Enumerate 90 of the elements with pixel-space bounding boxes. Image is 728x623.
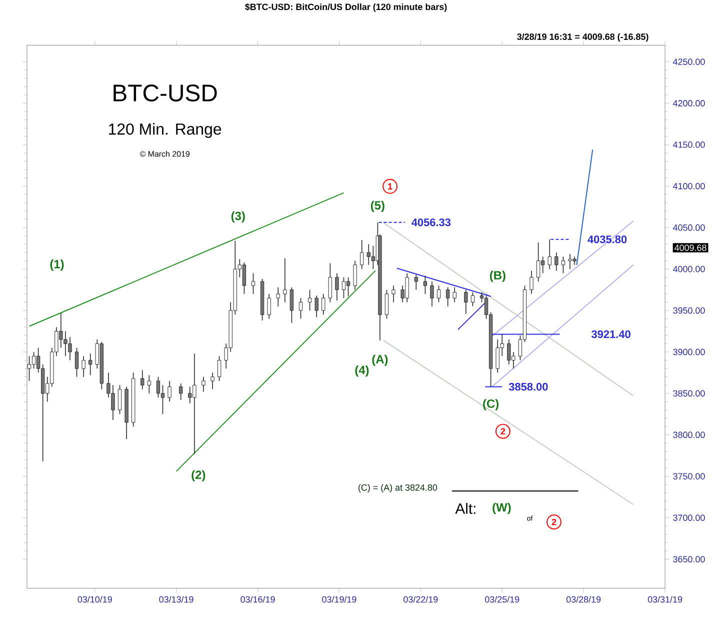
x-tick-label: 03/31/19 [648,596,682,602]
x-tick-label: 03/16/19 [240,596,275,602]
x-tick-label: 03/19/19 [322,596,356,602]
annotation: (A) [372,354,388,366]
candlestick [74,347,79,378]
annotation: 120 Min. Range [109,122,222,138]
candlestick [554,252,558,271]
candlestick [156,376,160,398]
candlestick [342,276,346,298]
y-tick-label: 3950.00 [673,307,705,314]
y-tick-label: 3750.00 [673,473,705,480]
candlestick [251,272,256,294]
candlestick [298,298,303,320]
candlestick [308,289,312,311]
y-tick-label: 3700.00 [673,514,705,521]
annotation: (4) [355,365,369,376]
x-tick-label: 03/25/19 [485,596,520,602]
candlestick [283,258,287,302]
candlestick [470,292,475,307]
candlestick [267,293,271,320]
annotation: 3921.40 [591,330,630,338]
annotation: BTC-USD [114,84,217,102]
candlestick [32,351,36,369]
candlestick [392,285,396,302]
candlestick [322,293,326,315]
candlestick [217,356,222,382]
candlestick [168,380,172,402]
candlestick [530,270,534,294]
candlestick [118,384,122,414]
annotation: (C) [483,399,499,410]
candlestick [314,295,318,318]
chart-title: $BTC-USD: BitCoin/US Dollar (120 minute bars) [244,3,447,12]
candlestick [414,274,418,290]
annotation: 4056.33 [412,218,451,226]
annotation: 3858.00 [508,382,548,391]
annotation: 2 [500,428,506,434]
candlestick [328,262,332,302]
candlestick [446,286,450,307]
y-tick-label: 4100.00 [672,182,705,190]
candlestick [147,374,152,394]
x-tick-label: 03/22/19 [404,596,438,602]
annotation: 1 [388,183,392,190]
candlestick [27,356,32,382]
chart-subtitle: 3/28/19 16:31 = 4009.68 (-16.85) [517,33,648,42]
candlestick [276,286,280,307]
annotation: (5) [370,200,384,212]
candlestick [210,372,214,390]
annotation: 2 [552,518,556,525]
y-tick-label: 3650.00 [673,556,705,562]
annotation: (1) [50,259,64,271]
y-tick-label: 3800.00 [673,432,705,438]
annotation: 4035.80 [588,235,627,244]
annotation: (W) [492,502,511,514]
candlestick [548,238,552,270]
candlestick [82,356,86,378]
annotation: (2) [192,470,206,482]
candlestick [160,384,165,414]
candlestick [452,286,456,302]
candlestick [290,286,294,324]
candlestick [384,289,389,320]
candlestick [140,370,144,390]
candlestick [353,260,357,290]
annotation: Alt: [455,502,476,514]
x-tick-label: 03/28/19 [566,596,601,602]
candlestick [179,382,183,400]
y-tick-label: 4150.00 [672,141,705,148]
annotation: (B) [490,270,506,282]
candlestick [464,289,468,314]
y-tick-label: 4000.00 [672,266,705,272]
y-tick-label: 3900.00 [673,348,705,356]
candlestick [242,262,246,294]
candlestick [360,240,364,270]
candlestick [88,353,92,376]
candlestick [423,275,428,294]
annotation: (C) = (A) at 3824.80 [358,484,438,492]
y-tick-label: 4050.00 [672,224,705,231]
candlestick [561,256,566,274]
y-tick-label: 4200.00 [672,100,705,106]
text: 4009.68 [674,244,706,251]
candlestick [436,285,441,302]
candlestick [202,376,206,392]
y-tick-label: 3850.00 [673,390,705,396]
candlestick [346,276,350,297]
annotation: (3) [231,211,245,222]
candlestick [335,272,339,301]
x-tick-label: 03/10/19 [78,596,112,602]
x-tick-label: 03/13/19 [159,596,194,602]
y-tick-label: 4250.00 [672,58,705,65]
candlestick [430,280,434,307]
candlestick [536,242,540,282]
